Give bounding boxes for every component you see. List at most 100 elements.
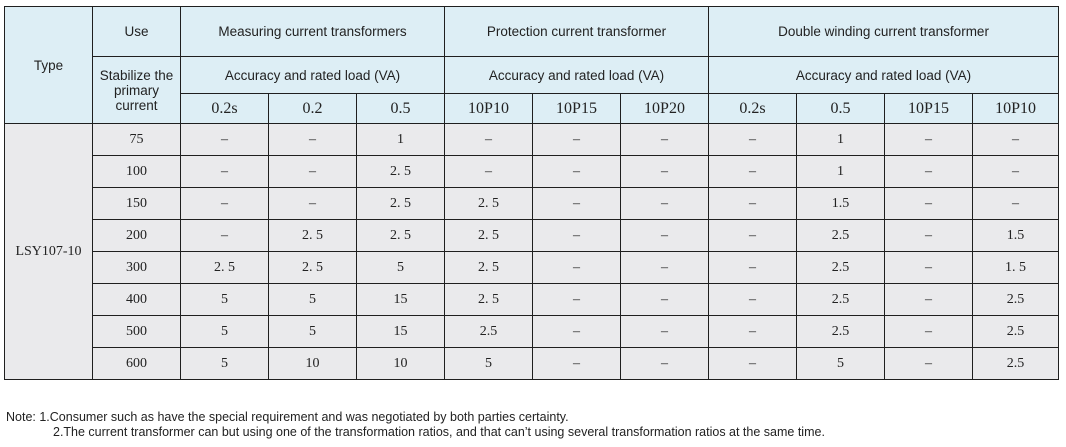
accuracy-header-protection: Accuracy and rated load (VA) — [444, 56, 709, 94]
value-cell: 1 — [356, 123, 445, 156]
type-header: Type — [4, 6, 93, 124]
value-cell: 2.5 — [971, 315, 1060, 348]
table-row: 200–2. 5 2. 5 2. 5– – –2.5–1.5 — [5, 219, 1060, 252]
value-cell: 2.5 — [796, 219, 885, 252]
value-cell: 1 — [796, 155, 885, 188]
current-cell: 75 — [92, 123, 181, 156]
value-cell: 2. 5 — [180, 251, 269, 284]
table-row: 300 2. 5 2. 5 5 2. 5– – –2.5–1. 5 — [5, 251, 1060, 284]
group-header-measuring: Measuring current transformers — [180, 6, 445, 57]
value-cell: – — [532, 315, 621, 348]
value-cell: – — [532, 123, 621, 156]
value-cell: 2.5 — [796, 283, 885, 316]
table-row: 100– –2. 5– – – –1– – — [5, 155, 1060, 188]
value-cell: 1.5 — [971, 219, 1060, 252]
use-header: Use — [92, 6, 181, 57]
value-cell: 5 — [268, 283, 357, 316]
current-cell: 600 — [92, 347, 181, 380]
value-cell: – — [620, 315, 709, 348]
value-cell: – — [620, 123, 709, 156]
value-cell: – — [532, 347, 621, 380]
value-cell: – — [444, 155, 533, 188]
header-row-classes: 0.2s 0.2 0.5 10P10 10P15 10P20 0.2s 0.5 … — [5, 93, 1060, 124]
value-cell: – — [532, 187, 621, 220]
value-cell: 5 — [180, 315, 269, 348]
value-cell: – — [708, 187, 797, 220]
value-cell: – — [708, 219, 797, 252]
current-cell: 500 — [92, 315, 181, 348]
value-cell: 15 — [356, 315, 445, 348]
value-cell: – — [532, 283, 621, 316]
value-cell: 5 — [180, 347, 269, 380]
class-header: 10P15 — [884, 93, 973, 124]
value-cell: 2.5 — [796, 251, 885, 284]
value-cell: 15 — [356, 283, 445, 316]
value-cell: 1. 5 — [971, 251, 1060, 284]
value-cell: – — [884, 219, 973, 252]
value-cell: 2. 5 — [356, 155, 445, 188]
class-header: 0.5 — [356, 93, 445, 124]
value-cell: – — [708, 251, 797, 284]
current-cell: 150 — [92, 187, 181, 220]
note-line-2: 2.The current transformer can but using … — [53, 425, 825, 439]
value-cell: – — [708, 123, 797, 156]
value-cell: – — [444, 123, 533, 156]
class-header: 10P20 — [620, 93, 709, 124]
value-cell: – — [884, 315, 973, 348]
current-cell: 200 — [92, 219, 181, 252]
value-cell: – — [971, 187, 1060, 220]
value-cell: – — [620, 283, 709, 316]
current-cell: 300 — [92, 251, 181, 284]
value-cell: 2. 5 — [444, 283, 533, 316]
spec-table: Type Use Measuring current transformers … — [4, 6, 1060, 380]
value-cell: – — [708, 283, 797, 316]
value-cell: – — [708, 315, 797, 348]
value-cell: 5 — [268, 315, 357, 348]
value-cell: 2.5 — [971, 283, 1060, 316]
value-cell: – — [620, 251, 709, 284]
value-cell: 2. 5 — [444, 251, 533, 284]
class-header: 0.2s — [708, 93, 797, 124]
value-cell: 2. 5 — [444, 219, 533, 252]
header-row-accuracy: Stabilize the primary current Accuracy a… — [5, 56, 1060, 124]
value-cell: 5 — [180, 283, 269, 316]
value-cell: – — [884, 251, 973, 284]
value-cell: – — [971, 123, 1060, 156]
accuracy-header-measuring: Accuracy and rated load (VA) — [180, 56, 445, 94]
header-row-groups: Type Use Measuring current transformers … — [4, 6, 1060, 124]
stabilize-header: Stabilize the primary current — [92, 56, 181, 124]
value-cell: 5 — [356, 251, 445, 284]
value-cell: – — [180, 155, 269, 188]
value-cell: – — [884, 155, 973, 188]
table-row: 150– –2. 5 2. 5– – –1.5– – — [5, 187, 1060, 220]
table-row: 400 5 5 15 2. 5– – –2.5–2.5 — [5, 283, 1060, 316]
current-cell: 100 — [92, 155, 181, 188]
value-cell: 2. 5 — [356, 219, 445, 252]
value-cell: – — [180, 187, 269, 220]
value-cell: 2. 5 — [444, 187, 533, 220]
value-cell: – — [532, 219, 621, 252]
value-cell: – — [971, 155, 1060, 188]
value-cell: – — [268, 155, 357, 188]
value-cell: – — [268, 187, 357, 220]
class-header: 10P10 — [444, 93, 533, 124]
value-cell: – — [884, 283, 973, 316]
value-cell: 1.5 — [796, 187, 885, 220]
class-header: 0.5 — [796, 93, 885, 124]
notes: Note: 1.Consumer such as have the specia… — [6, 410, 825, 440]
value-cell: 5 — [796, 347, 885, 380]
value-cell: 10 — [268, 347, 357, 380]
value-cell: 2.5 — [796, 315, 885, 348]
value-cell: – — [180, 219, 269, 252]
class-header: 10P10 — [971, 93, 1060, 124]
class-header: 10P15 — [532, 93, 621, 124]
value-cell: – — [532, 155, 621, 188]
value-cell: – — [180, 123, 269, 156]
group-header-protection: Protection current transformer — [444, 6, 709, 57]
table-row: 600 5 10 10 5– – –5–2.5 — [5, 347, 1060, 380]
value-cell: – — [884, 347, 973, 380]
value-cell: – — [620, 219, 709, 252]
value-cell: 2. 5 — [356, 187, 445, 220]
group-header-double-winding: Double winding current transformer — [707, 6, 1060, 57]
value-cell: – — [884, 123, 973, 156]
